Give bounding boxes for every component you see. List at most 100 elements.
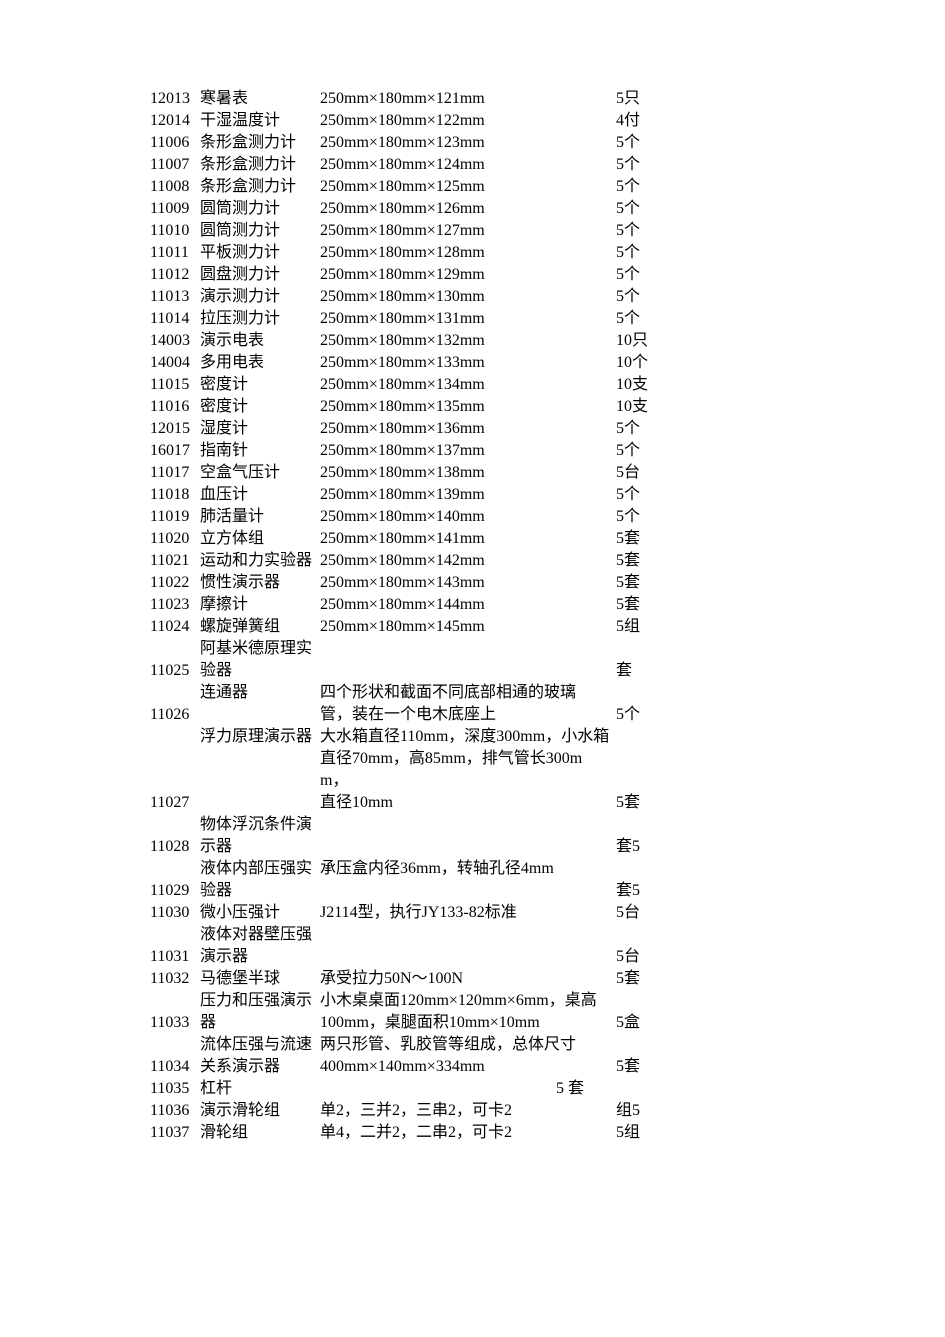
item-spec: 大水箱直径110mm，深度300mm，小水箱: [320, 726, 616, 748]
item-qty: 4付: [616, 110, 676, 132]
item-qty: 10只: [616, 330, 676, 352]
item-qty: 5台: [616, 462, 676, 484]
table-row: 11026管，装在一个电木底座上5个: [150, 704, 815, 726]
item-spec: 250mm×180mm×139mm: [320, 484, 616, 506]
item-qty: 5 套: [556, 1078, 676, 1100]
item-qty: 5个: [616, 286, 676, 308]
table-row: 11034关系演示器400mm×140mm×334mm5套: [150, 1056, 815, 1078]
table-row: 11035杠杆 5 套: [150, 1078, 815, 1100]
item-code: 11008: [150, 176, 200, 198]
item-name: 示器: [200, 836, 320, 858]
item-code: 11012: [150, 264, 200, 286]
item-spec: 250mm×180mm×129mm: [320, 264, 616, 286]
item-name: 平板测力计: [200, 242, 320, 264]
item-spec: 250mm×180mm×136mm: [320, 418, 616, 440]
item-qty: 5台: [616, 946, 676, 968]
item-qty: 5只: [616, 88, 676, 110]
item-name: 器: [200, 1012, 320, 1034]
item-name: 验器: [200, 880, 320, 902]
item-spec: 250mm×180mm×140mm: [320, 506, 616, 528]
table-row: 连通器四个形状和截面不同底部相通的玻璃: [150, 682, 815, 704]
table-row: 11036演示滑轮组单2，三并2，三串2，可卡2组5: [150, 1100, 815, 1122]
item-spec: 直径10mm: [320, 792, 616, 814]
item-name: 运动和力实验器: [200, 550, 320, 572]
item-name: 条形盒测力计: [200, 132, 320, 154]
item-spec: 直径70mm，高85mm，排气管长300mm，: [320, 748, 616, 792]
item-name: 寒暑表: [200, 88, 320, 110]
item-name: 条形盒测力计: [200, 176, 320, 198]
item-spec: 250mm×180mm×144mm: [320, 594, 616, 616]
item-spec: 250mm×180mm×130mm: [320, 286, 616, 308]
item-code: 11006: [150, 132, 200, 154]
table-row: 11010圆筒测力计250mm×180mm×127mm5个: [150, 220, 815, 242]
item-spec: 250mm×180mm×128mm: [320, 242, 616, 264]
item-qty: 组5: [616, 1100, 676, 1122]
item-name: 阿基米德原理实: [200, 638, 320, 660]
item-code: 11029: [150, 880, 200, 902]
item-spec: 250mm×180mm×137mm: [320, 440, 616, 462]
table-row: 11008条形盒测力计250mm×180mm×125mm5个: [150, 176, 815, 198]
item-code: 11024: [150, 616, 200, 638]
item-code: 11031: [150, 946, 200, 968]
item-code: 11035: [150, 1078, 200, 1100]
table-row: 压力和压强演示小木桌桌面120mm×120mm×6mm，桌高: [150, 990, 815, 1012]
item-qty: 5套: [616, 1056, 676, 1078]
item-code: 11013: [150, 286, 200, 308]
item-code: 11028: [150, 836, 200, 858]
item-spec: 单4，二并2，二串2，可卡2: [320, 1122, 616, 1144]
table-row: 11023摩擦计250mm×180mm×144mm5套: [150, 594, 815, 616]
item-spec: 250mm×180mm×134mm: [320, 374, 616, 396]
item-qty: 5个: [616, 440, 676, 462]
item-spec: 250mm×180mm×145mm: [320, 616, 616, 638]
item-name: 拉压测力计: [200, 308, 320, 330]
item-qty: 5个: [616, 198, 676, 220]
table-row: 11011平板测力计250mm×180mm×128mm5个: [150, 242, 815, 264]
item-code: 16017: [150, 440, 200, 462]
table-row: 11019肺活量计250mm×180mm×140mm5个: [150, 506, 815, 528]
item-name: 湿度计: [200, 418, 320, 440]
item-name: 滑轮组: [200, 1122, 320, 1144]
item-code: 11025: [150, 660, 200, 682]
item-code: 14004: [150, 352, 200, 374]
item-spec: 承压盒内径36mm，转轴孔径4mm: [320, 858, 616, 880]
item-spec: 四个形状和截面不同底部相通的玻璃: [320, 682, 616, 704]
item-qty: 5组: [616, 1122, 676, 1144]
item-name: 液体内部压强实: [200, 858, 320, 880]
item-qty: 套: [616, 660, 676, 682]
item-code: 11014: [150, 308, 200, 330]
item-name: 浮力原理演示器: [200, 726, 320, 748]
item-code: 11017: [150, 462, 200, 484]
item-code: 12013: [150, 88, 200, 110]
table-row: 液体对器壁压强: [150, 924, 815, 946]
item-name: 圆筒测力计: [200, 220, 320, 242]
item-code: 11034: [150, 1056, 200, 1078]
item-qty: 5组: [616, 616, 676, 638]
item-spec: 250mm×180mm×132mm: [320, 330, 616, 352]
item-qty: 5套: [616, 572, 676, 594]
item-code: 11021: [150, 550, 200, 572]
item-spec: 单2，三并2，三串2，可卡2: [320, 1100, 616, 1122]
item-name: 演示电表: [200, 330, 320, 352]
item-code: 11036: [150, 1100, 200, 1122]
item-name: 液体对器壁压强: [200, 924, 320, 946]
table-row: 16017指南针250mm×180mm×137mm5个: [150, 440, 815, 462]
table-row: 11029验器 套5: [150, 880, 815, 902]
table-row: 12014干湿温度计250mm×180mm×122mm4付: [150, 110, 815, 132]
item-spec: 250mm×180mm×126mm: [320, 198, 616, 220]
table-row: 11007条形盒测力计250mm×180mm×124mm5个: [150, 154, 815, 176]
item-qty: 套5: [616, 836, 676, 858]
table-row: 11033器100mm，桌腿面积10mm×10mm5盒: [150, 1012, 815, 1034]
item-name: 马德堡半球: [200, 968, 320, 990]
item-qty: 5套: [616, 792, 676, 814]
item-qty: 套5: [616, 880, 676, 902]
item-qty: 5个: [616, 132, 676, 154]
item-name: 杠杆: [200, 1078, 320, 1100]
item-code: 14003: [150, 330, 200, 352]
table-row: 11037滑轮组单4，二并2，二串2，可卡25组: [150, 1122, 815, 1144]
item-qty: 5个: [616, 484, 676, 506]
item-code: 11032: [150, 968, 200, 990]
item-code: 11009: [150, 198, 200, 220]
item-qty: 5套: [616, 968, 676, 990]
table-row: 11024螺旋弹簧组250mm×180mm×145mm5组: [150, 616, 815, 638]
item-name: 圆盘测力计: [200, 264, 320, 286]
